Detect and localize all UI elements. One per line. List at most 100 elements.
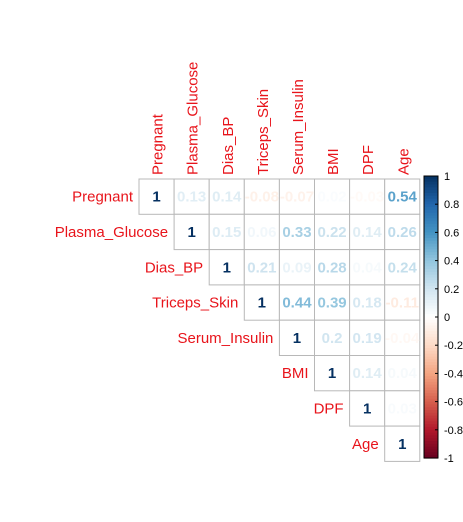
colorbar-segment [424,178,438,183]
corr-cell-Serum_Insulin-Serum_Insulin [278,319,315,357]
colorbar-segment [424,195,438,200]
colorbar-segment [424,300,438,304]
colorbar-segment [424,215,438,219]
column-labels: Pregnant Plasma_Glucose Dias_BP Triceps_Ski… [150,62,413,175]
colorbar-segment [424,218,438,222]
corr-cell-Plasma_Glucose-Dias_BP [208,213,245,251]
corr-value-Serum_Insulin-BMI: 0.2 [322,330,343,347]
corr-value-Pregnant-BMI: 0.02 [317,189,346,206]
colorbar-segment [424,373,438,377]
corr-value-BMI-BMI: 1 [328,365,336,382]
corr-value-Pregnant-Age: 0.54 [388,189,418,206]
colorbar-segment [424,181,438,186]
colorbar-segment [424,441,438,445]
corr-value-BMI-DPF: 0.14 [353,365,383,382]
colorbar-segment [424,221,438,225]
row-label: Age [352,436,379,453]
colorbar-segment [424,449,438,453]
colorbar-tick-label: -0.8 [444,425,463,437]
colorbar-segment [424,356,438,360]
colorbar-segment [424,269,438,273]
colorbar-segment [424,429,438,434]
corr-cell-Serum_Insulin-Age [384,319,421,357]
colorbar-segment [424,252,438,256]
colorbar-segment [424,410,438,414]
colorbar-segment [424,297,438,301]
colorbar-tick-label: 0.6 [444,227,459,239]
corr-value-BMI-Age: 0.04 [388,365,418,382]
colorbar-segment [424,263,438,267]
column-label: Plasma_Glucose [185,62,202,175]
colorbar-tick-label: -0.4 [444,368,463,380]
row-label: BMI [282,365,309,382]
corr-cell-Dias_BP-Triceps_Skin [243,249,280,286]
colorbar-segment [424,283,438,287]
colorbar-segment [424,277,438,281]
colorbar-segment [424,238,438,242]
colorbar-segment [424,240,438,245]
colorbar-segment [424,443,438,448]
column-label: BMI [325,148,342,175]
colorbar-segment [424,379,438,383]
corr-value-Triceps_Skin-BMI: 0.39 [317,295,346,312]
row-labels: Pregnant Plasma_Glucose Dias_BP Triceps_Ski… [55,189,379,453]
colorbar-segment [424,407,438,411]
corr-cell-Age-Age [384,425,421,462]
colorbar-segment [424,367,438,372]
colorbar-segment [424,345,438,349]
colorbar-segment [424,317,438,321]
colorbar-segment [424,421,438,425]
colorbar-segment [424,381,438,386]
corr-value-Plasma_Glucose-DPF: 0.14 [353,224,383,241]
colorbar-segment [424,291,438,296]
corr-cell-Triceps_Skin-Triceps_Skin [243,284,280,321]
colorbar-segment [424,342,438,346]
column-label: Dias_BP [220,117,237,175]
colorbar-segment [424,294,438,298]
corr-value-Plasma_Glucose-Dias_BP: 0.15 [212,224,241,241]
colorbar-segment [424,266,438,270]
corr-cell-Dias_BP-Dias_BP [208,249,245,286]
colorbar-segment [424,393,438,397]
corr-value-Plasma_Glucose-Plasma_Glucose: 1 [187,224,195,241]
corr-value-Serum_Insulin-DPF: 0.19 [353,330,382,347]
corr-cell-Pregnant-BMI [314,178,351,215]
colorbar-segment [424,257,438,262]
corr-cell-Dias_BP-Serum_Insulin [278,249,315,286]
colorbar-segment [424,260,438,265]
corr-cell-Dias_BP-DPF [349,249,386,286]
corr-value-Dias_BP-BMI: 0.28 [317,259,346,276]
corr-value-Dias_BP-Age: 0.24 [388,259,418,276]
colorbar-segment [424,190,438,194]
colorbar-segment [424,387,438,391]
corr-value-Pregnant-Triceps_Skin: -0.08 [245,189,279,206]
colorbar-tick-label: 1 [444,171,450,183]
corr-value-Triceps_Skin-DPF: 0.18 [353,295,382,312]
colorbar-segment [424,243,438,248]
column-label: Age [395,148,412,175]
colorbar-segment [424,398,438,403]
colorbar-segment [424,426,438,431]
colorbar-segment [424,415,438,420]
colorbar-segment [424,288,438,293]
corr-cell-Serum_Insulin-BMI [314,319,351,357]
colorbar-segment [424,364,438,369]
colorbar-segment [424,249,438,253]
colorbar-segment [424,390,438,394]
colorbar-segment [424,331,438,335]
corr-value-Plasma_Glucose-BMI: 0.22 [317,224,346,241]
corr-cell-Serum_Insulin-DPF [349,319,386,357]
colorbar-segment [424,207,438,211]
corr-cell-Pregnant-Age [384,178,421,215]
colorbar-segment [424,455,438,459]
colorbar-segment [424,302,438,307]
colorbar-segment [424,187,438,191]
colorbar-segment [424,353,438,358]
colorbar-segment [424,209,438,214]
colorbar-segment [424,336,438,341]
colorbar-segment [424,339,438,343]
colorbar-segment [424,314,438,318]
corr-value-DPF-Age: 0.03 [388,400,417,417]
corr-cell-Triceps_Skin-Age [384,284,421,321]
